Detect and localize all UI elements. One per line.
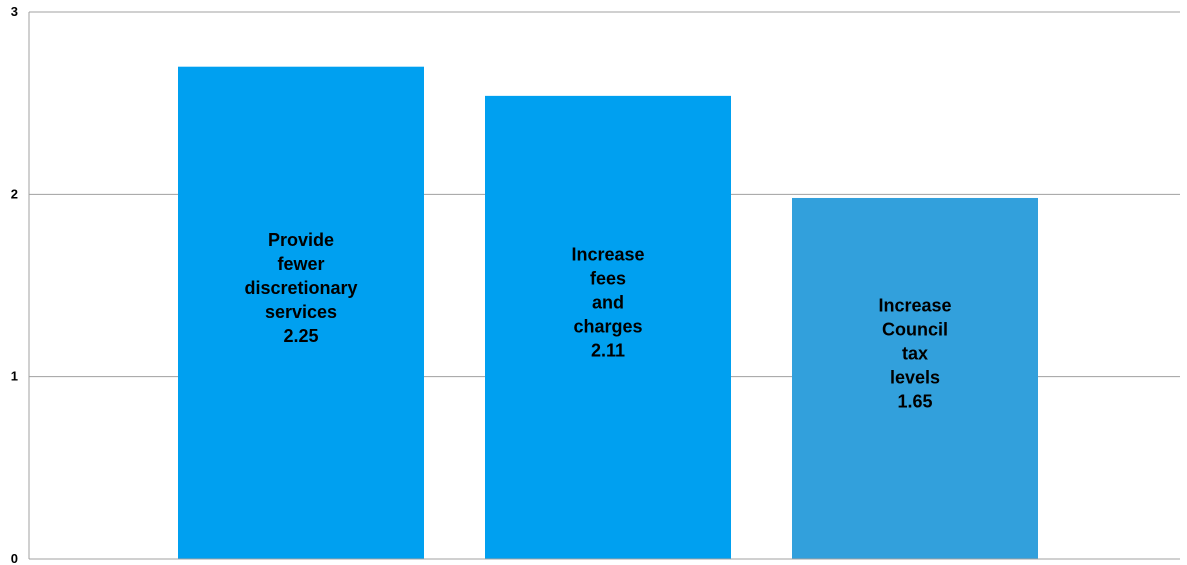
- bar-3: [792, 197, 1038, 560]
- bar-value-label-3: 1.65: [897, 391, 932, 411]
- y-tick-label-2: 2: [11, 186, 18, 201]
- bar-value-label-2: 2.11: [591, 340, 625, 360]
- bar-category-label-1-line-3: discretionary: [244, 278, 357, 298]
- bar-2: [485, 95, 731, 559]
- bar-category-label-2-line-2: fees: [590, 268, 626, 288]
- y-tick-label-0: 0: [11, 551, 18, 565]
- bar-category-label-3-line-3: tax: [902, 343, 928, 363]
- bar-value-label-1: 2.25: [283, 326, 318, 346]
- bars: [178, 66, 1038, 560]
- bar-category-label-2-line-4: charges: [573, 316, 642, 336]
- bar-labels: Provide fewer discretionary services 2.25 Inc…: [244, 230, 951, 412]
- bar-category-label-3-line-2: Council: [882, 319, 948, 339]
- bar-category-label-2-line-3: and: [592, 292, 624, 312]
- bar-category-label-1-line-2: fewer: [277, 254, 324, 274]
- bar-category-label-3-line-1: Increase: [878, 295, 951, 315]
- bar-category-label-1-line-4: services: [265, 302, 337, 322]
- y-tick-label-1: 1: [11, 369, 18, 384]
- bar-category-label-3-line-4: levels: [890, 367, 940, 387]
- axes: 0 1 2 3: [11, 4, 1180, 565]
- bar-1: [178, 66, 424, 559]
- bar-category-label-2-line-1: Increase: [571, 244, 644, 264]
- y-tick-label-3: 3: [11, 4, 18, 19]
- bar-category-label-1-line-1: Provide: [268, 230, 334, 250]
